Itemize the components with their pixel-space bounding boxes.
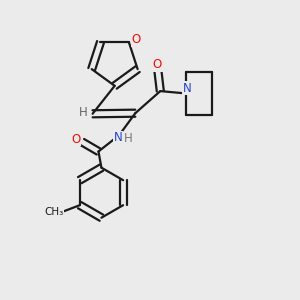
Text: H: H	[79, 106, 88, 119]
Text: O: O	[71, 133, 80, 146]
Text: N: N	[183, 82, 192, 95]
Text: O: O	[132, 33, 141, 46]
Text: H: H	[124, 132, 133, 145]
Text: O: O	[153, 58, 162, 71]
Text: CH₃: CH₃	[44, 207, 64, 217]
Text: N: N	[113, 131, 122, 144]
